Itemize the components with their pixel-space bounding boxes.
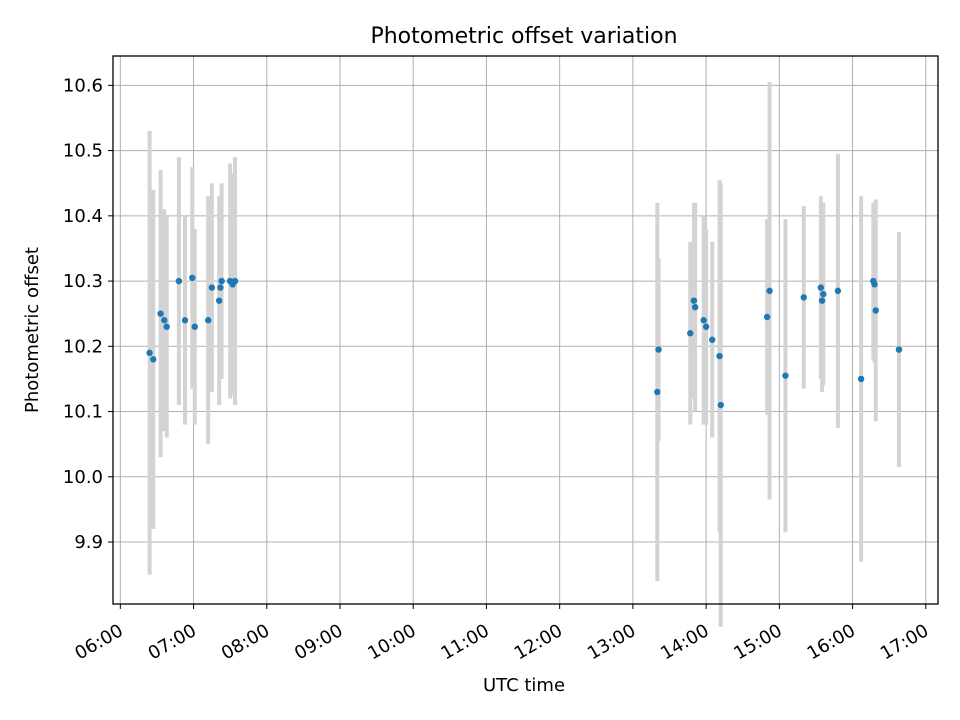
data-point [766, 287, 773, 295]
x-tick-label: 14:00 [657, 620, 712, 664]
data-point [181, 317, 189, 324]
x-tick-label: 10:00 [364, 620, 419, 664]
y-tick-label: 10.3 [63, 271, 103, 292]
x-tick-label: 11:00 [438, 620, 493, 664]
x-tick-label: 15:00 [730, 620, 785, 664]
data-point [782, 372, 789, 379]
x-axis-label: UTC time [483, 675, 565, 696]
data-point [217, 284, 224, 291]
data-point [700, 317, 707, 324]
data-points [146, 274, 903, 409]
y-tick-label: 10.4 [63, 206, 103, 227]
y-tick-label: 10.0 [63, 467, 103, 488]
data-point [218, 277, 225, 285]
data-point [691, 303, 699, 311]
grid-lines [113, 56, 938, 604]
y-tick-label: 10.2 [63, 336, 103, 357]
y-axis-ticks: 9.9 10.0 10.1 10.2 10.3 10.4 10.5 10.6 [63, 75, 113, 553]
y-tick-label: 9.9 [74, 532, 103, 553]
x-tick-label: 16:00 [804, 620, 859, 664]
plot-frame [112, 55, 939, 605]
x-tick-label: 08:00 [218, 620, 273, 664]
data-point [709, 336, 716, 343]
data-point [820, 290, 827, 298]
data-point [857, 375, 865, 383]
data-point [763, 313, 771, 321]
x-axis-ticks: 06:00 07:00 08:00 09:00 10:00 11:00 12:00 13:00… [71, 604, 932, 664]
x-tick-label: 12:00 [511, 620, 566, 664]
data-point [717, 401, 724, 409]
x-tick-label: 06:00 [71, 620, 126, 664]
x-tick-label: 13:00 [584, 620, 639, 664]
x-tick-label: 09:00 [291, 620, 346, 664]
data-point [654, 388, 661, 396]
data-point [716, 352, 723, 360]
data-point [161, 317, 168, 324]
data-point [655, 346, 662, 353]
data-point [871, 281, 878, 288]
data-point [702, 323, 710, 330]
y-tick-label: 10.5 [63, 141, 103, 162]
data-point [690, 297, 698, 304]
data-point [800, 294, 807, 301]
y-tick-label: 10.1 [63, 402, 103, 423]
data-point [157, 310, 164, 317]
y-axis-label: Photometric offset [22, 247, 43, 413]
data-point [163, 323, 170, 330]
x-tick-label: 07:00 [145, 620, 200, 664]
data-point [895, 346, 903, 353]
chart-title: Photometric offset variation [370, 24, 677, 49]
data-point [872, 307, 879, 314]
data-point [175, 277, 183, 285]
data-point [215, 297, 223, 304]
data-point [146, 349, 153, 357]
data-point [204, 317, 212, 324]
data-point [834, 287, 842, 295]
data-point [191, 323, 198, 330]
data-point [817, 284, 825, 291]
x-tick-label: 17:00 [877, 620, 932, 664]
y-tick-label: 10.6 [63, 75, 103, 96]
data-point [208, 284, 216, 291]
data-point [189, 274, 196, 282]
data-point [231, 277, 239, 285]
data-point [687, 330, 694, 337]
error-bars [147, 82, 901, 627]
data-point [150, 356, 157, 363]
data-point [818, 297, 826, 304]
